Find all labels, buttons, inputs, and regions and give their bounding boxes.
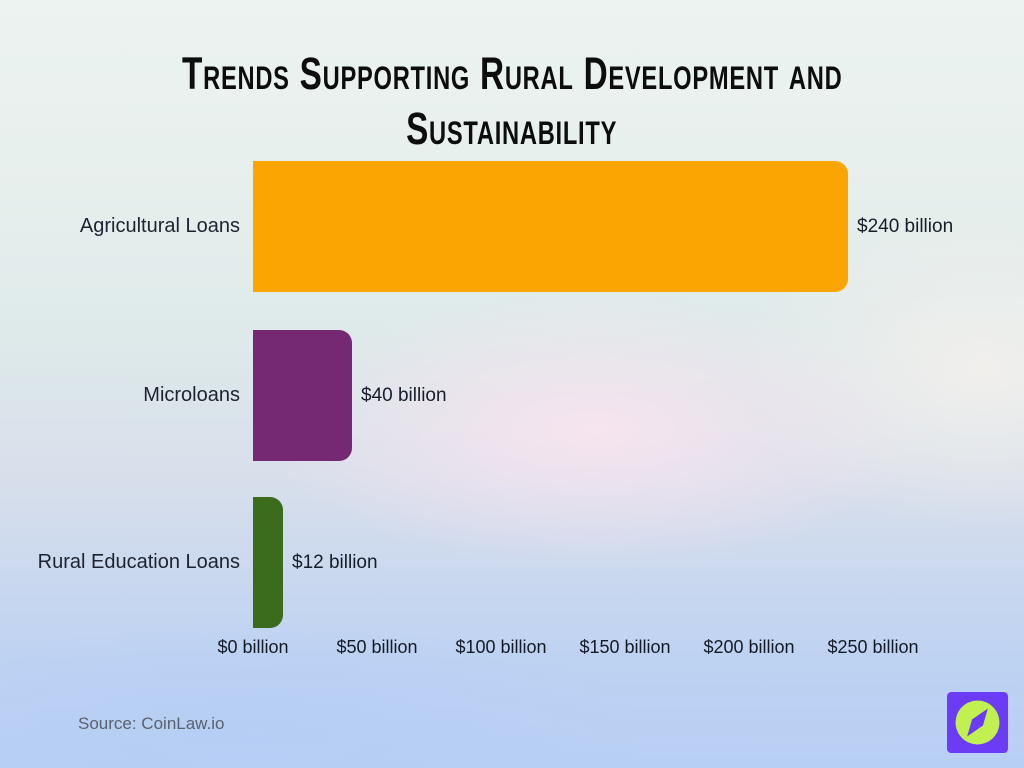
x-axis: $0 billion $50 billion $100 billion $150 bi… (0, 637, 1024, 661)
bar-rural-education-loans (253, 497, 283, 628)
x-tick-label: $200 billion (703, 637, 795, 657)
category-label: Rural Education Loans (37, 551, 240, 573)
coinlaw-logo (947, 692, 1008, 753)
bar-row: Rural Education Loans $12 billion (0, 497, 1024, 628)
value-label: $240 billion (857, 215, 954, 237)
bar-row: Agricultural Loans $240 billion (0, 161, 1024, 292)
x-tick-label: $50 billion (336, 637, 418, 657)
value-label: $40 billion (361, 384, 447, 406)
x-tick-label: $150 billion (579, 637, 671, 657)
value-label: $12 billion (292, 551, 378, 573)
chart-title-line-1: Trends Supporting Rural Development and (181, 48, 843, 100)
x-tick-label: $100 billion (455, 637, 547, 657)
chart-title: Trends Supporting Rural Development and … (0, 46, 1024, 156)
category-label: Microloans (143, 384, 240, 406)
bar-row: Microloans $40 billion (0, 330, 1024, 461)
bar-microloans (253, 330, 352, 461)
compass-icon (947, 692, 1008, 753)
chart-title-line-2: Sustainability (406, 103, 618, 155)
category-label: Agricultural Loans (79, 215, 240, 237)
x-tick-label: $250 billion (827, 637, 919, 657)
source-credit: Source: CoinLaw.io (78, 714, 225, 733)
x-tick-label: $0 billion (217, 637, 289, 657)
bar-agricultural-loans (253, 161, 848, 292)
